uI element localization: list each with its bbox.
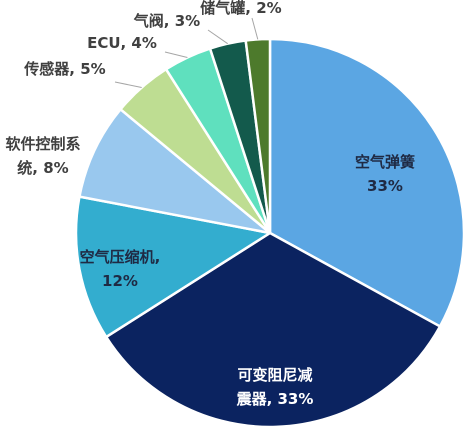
slice-label: ECU, 4% xyxy=(87,34,157,52)
slice-labels: 空气弹簧 33% 可变阻尼减震器, 33% 空气压缩机, 12% 软件控制系统, 8% 传感… xyxy=(5,0,415,408)
slice-label-line: 震器, 33% xyxy=(237,390,314,408)
slice-label: 软件控制系统, 8% xyxy=(5,135,80,177)
slice-label-line: 12% xyxy=(102,272,138,290)
slice-label-line: 空气压缩机, xyxy=(80,248,161,266)
pie-slice xyxy=(74,195,272,339)
slice-label-line: 气阀, 3% xyxy=(133,12,200,30)
slice-label-line: 可变阻尼减 xyxy=(237,366,312,384)
slice-label-line: 储气罐, 2% xyxy=(200,0,281,17)
slice-label-line: ECU, 4% xyxy=(87,34,157,52)
pie-slice xyxy=(268,37,466,328)
slice-label-line: 传感器, 5% xyxy=(23,60,105,78)
pie-slice xyxy=(104,231,442,429)
pie-slice xyxy=(78,108,272,235)
leader-line xyxy=(207,29,228,45)
slice-label: 空气压缩机, 12% xyxy=(80,248,161,290)
leader-line xyxy=(114,81,142,88)
slice-label-line: 软件控制系 xyxy=(5,135,80,153)
slice-label: 空气弹簧 33% xyxy=(355,153,415,195)
slice-label: 传感器, 5% xyxy=(23,60,105,78)
slice-label: 可变阻尼减震器, 33% xyxy=(237,366,314,408)
pie-slices xyxy=(74,37,466,429)
slice-label-line: 空气弹簧 xyxy=(355,153,415,171)
leader-lines xyxy=(114,17,259,88)
leader-line xyxy=(251,17,259,40)
slice-label-line: 统, 8% xyxy=(17,159,68,177)
slice-label-line: 33% xyxy=(367,177,403,195)
slice-label: 储气罐, 2% xyxy=(200,0,281,17)
leader-line xyxy=(164,51,188,58)
slice-label: 气阀, 3% xyxy=(133,12,200,30)
